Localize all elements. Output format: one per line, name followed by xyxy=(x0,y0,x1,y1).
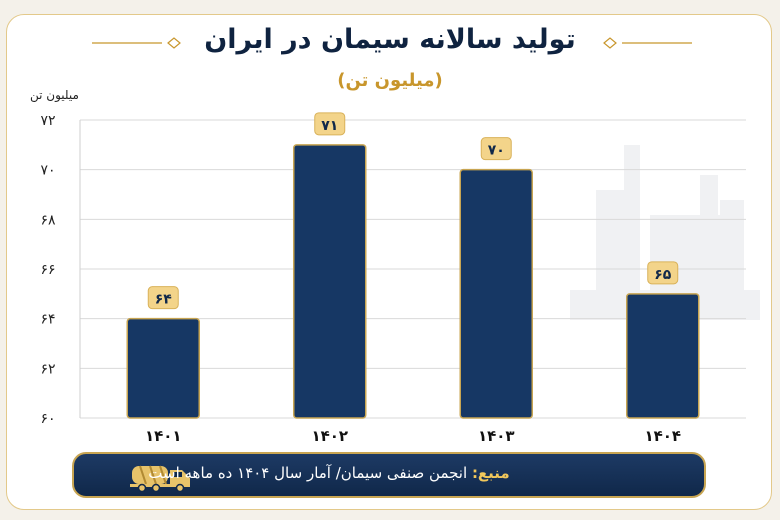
source-text: منبع: انجمن صنفی سیمان/ آمار سال ۱۴۰۴ ده… xyxy=(74,464,584,482)
source-banner: منبع: انجمن صنفی سیمان/ آمار سال ۱۴۰۴ ده… xyxy=(72,452,706,498)
data-label: ۷۰ xyxy=(488,143,505,159)
chart-card xyxy=(6,14,772,510)
y-tick-label: ۶۴ xyxy=(40,312,55,328)
y-tick-label: ۶۶ xyxy=(40,262,55,278)
source-description: انجمن صنفی سیمان/ آمار سال ۱۴۰۴ ده ماهه … xyxy=(148,464,468,482)
bar xyxy=(293,144,367,419)
y-tick-label: ۶۲ xyxy=(40,361,55,377)
x-tick-label: ۱۴۰۱ xyxy=(145,427,182,445)
data-label: ۶۴ xyxy=(155,292,173,308)
title-ornament-left xyxy=(92,37,181,49)
data-label-badge xyxy=(647,261,679,285)
bar xyxy=(626,293,700,419)
bar xyxy=(126,317,200,419)
bar xyxy=(459,168,533,419)
y-tick-label: ۶۸ xyxy=(40,212,56,228)
data-label: ۷۱ xyxy=(321,118,338,134)
bar-chart: ۶۰ ۶۲ ۶۴ ۶۶ ۶۸ ۷۰ ۷۲ ۶۴ ۷۱ ۷۰ ۶۵ ۱۴۰۱ ۱۴۰۲ ۱۴۰۳ ۱۴۰۴ xyxy=(40,112,760,445)
y-tick-label: ۶۰ xyxy=(40,411,55,427)
y-tick-label: ۷۰ xyxy=(40,163,55,179)
x-tick-label: ۱۴۰۳ xyxy=(478,427,515,445)
data-label-badge xyxy=(147,286,179,310)
data-label: ۶۵ xyxy=(654,267,672,283)
title-ornament-right xyxy=(603,37,692,49)
y-tick-label: ۷۲ xyxy=(40,113,55,129)
data-label-badge xyxy=(480,137,512,161)
x-tick-label: ۱۴۰۲ xyxy=(311,427,348,445)
source-label: منبع: xyxy=(471,464,510,482)
data-label-badge xyxy=(314,112,346,136)
x-tick-label: ۱۴۰۴ xyxy=(644,427,681,445)
chart-subtitle: (میلیون تن) xyxy=(337,70,443,91)
y-axis-unit-label: میلیون تن xyxy=(30,88,79,102)
cement-mixer-truck-icon xyxy=(130,465,190,492)
chart-title: تولید سالانه سیمان در ایران xyxy=(204,24,576,55)
